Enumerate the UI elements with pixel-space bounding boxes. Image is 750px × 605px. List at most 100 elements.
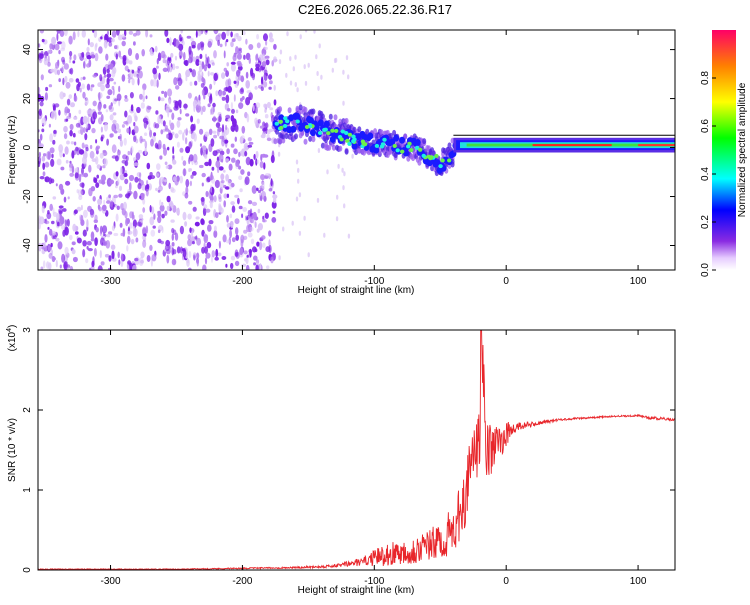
noise-speck: [77, 81, 81, 88]
noise-speck: [89, 208, 94, 216]
noise-speck: [85, 51, 91, 59]
noise-speck: [76, 237, 82, 244]
noise-speck: [128, 30, 134, 35]
noise-speck: [114, 98, 119, 102]
noise-speck: [342, 100, 345, 106]
noise-speck: [234, 194, 240, 198]
noise-speck: [117, 251, 120, 259]
noise-speck: [185, 113, 190, 117]
ridge-halo: [303, 106, 308, 113]
noise-speck: [107, 30, 109, 36]
noise-speck: [170, 122, 175, 131]
noise-speck: [82, 91, 86, 99]
noise-speck: [144, 132, 148, 136]
noise-speck: [188, 141, 192, 150]
ridge-core: [399, 136, 405, 144]
ridge-peak: [406, 144, 411, 149]
noise-speck: [149, 51, 155, 56]
noise-speck: [318, 43, 321, 49]
noise-speck: [213, 30, 219, 35]
noise-speck: [52, 103, 56, 108]
noise-speck: [212, 115, 217, 123]
noise-speck: [265, 40, 268, 46]
noise-speck: [44, 176, 50, 183]
noise-speck: [152, 78, 158, 87]
noise-speck: [200, 197, 205, 202]
noise-speck: [199, 164, 204, 169]
noise-speck: [323, 232, 326, 238]
noise-speck: [263, 33, 268, 42]
noise-speck: [179, 108, 182, 115]
noise-speck: [215, 160, 221, 169]
noise-speck: [271, 201, 277, 209]
noise-speck: [164, 161, 168, 166]
noise-speck: [61, 224, 65, 230]
noise-speck: [189, 56, 194, 61]
noise-speck: [204, 257, 208, 265]
noise-speck: [38, 43, 41, 48]
noise-speck: [177, 117, 182, 121]
noise-speck: [232, 118, 237, 128]
noise-speck: [123, 137, 127, 146]
noise-speck: [69, 172, 75, 177]
noise-speck: [120, 56, 123, 60]
noise-speck: [125, 218, 129, 227]
ridge-halo: [308, 135, 313, 142]
noise-speck: [261, 153, 267, 158]
noise-speck: [150, 229, 156, 237]
y-tick-label: -20: [22, 189, 33, 204]
colorbar-gradient: [712, 30, 736, 270]
noise-speck: [165, 165, 169, 169]
noise-speck: [47, 210, 50, 215]
ridge-core: [351, 142, 358, 150]
noise-speck: [162, 59, 167, 64]
noise-speck: [158, 96, 161, 102]
noise-speck: [184, 192, 189, 199]
noise-speck: [259, 125, 265, 129]
noise-speck: [128, 60, 133, 65]
x-tick-label: -300: [101, 576, 121, 587]
noise-speck: [64, 226, 69, 236]
x-tick-label: -100: [364, 276, 384, 287]
noise-speck: [155, 110, 159, 115]
noise-speck: [135, 30, 141, 36]
noise-speck: [236, 60, 242, 66]
noise-speck: [268, 74, 273, 80]
colorbar-ticks: 0.0 0.2 0.4 0.6 0.8: [700, 71, 716, 277]
noise-speck: [69, 67, 74, 75]
noise-speck: [93, 247, 97, 257]
ridge-core: [393, 134, 400, 142]
noise-speck: [188, 251, 192, 259]
noise-speck: [50, 158, 55, 167]
noise-speck: [285, 72, 288, 78]
noise-speck: [246, 224, 251, 233]
noise-speck: [58, 205, 64, 209]
noise-speck: [103, 74, 107, 78]
noise-speck: [86, 63, 91, 68]
noise-speck: [167, 146, 170, 151]
noise-speck: [198, 65, 203, 73]
noise-speck: [206, 241, 212, 249]
snr-panel: -300 -200 -100 0 100 0 1 2 3 Height of straight …: [6, 325, 676, 596]
ridge-peak: [283, 116, 288, 121]
noise-speck: [108, 194, 111, 199]
noise-speck: [245, 38, 248, 45]
noise-speck: [195, 59, 200, 66]
noise-speck: [142, 239, 147, 248]
noise-speck: [122, 228, 126, 237]
noise-speck: [225, 70, 230, 77]
noise-speck: [119, 222, 123, 228]
noise-speck: [235, 109, 239, 114]
noise-speck: [66, 218, 70, 227]
noise-speck: [160, 129, 164, 135]
noise-speck: [106, 68, 110, 74]
ridge-peak: [274, 121, 279, 126]
noise-speck: [139, 135, 143, 144]
ridge-halo: [311, 108, 316, 115]
noise-speck: [234, 218, 240, 225]
noise-speck: [191, 69, 196, 78]
noise-speck: [124, 110, 128, 118]
noise-speck: [145, 30, 149, 38]
noise-speck: [101, 180, 106, 185]
noise-speck: [92, 196, 96, 202]
